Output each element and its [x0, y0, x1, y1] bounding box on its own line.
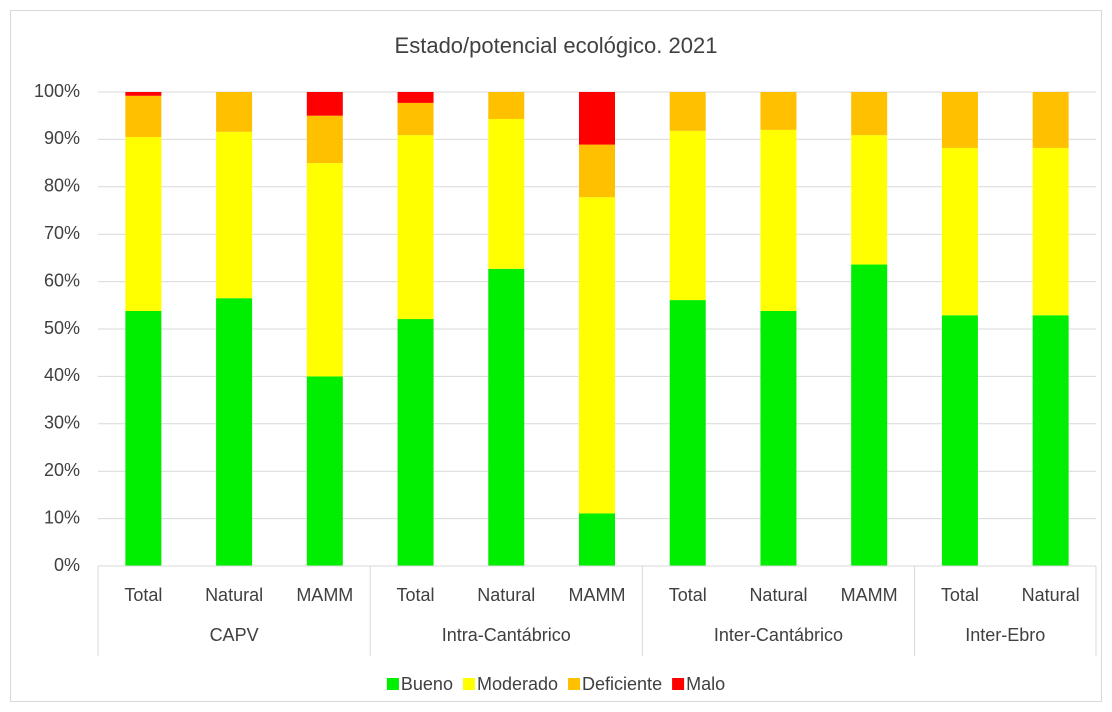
legend-label: Deficiente	[582, 674, 662, 694]
x-tick-label: Total	[669, 585, 707, 605]
legend-swatch	[462, 678, 475, 690]
x-tick-label: Total	[941, 585, 979, 605]
x-tick-label: MAMM	[296, 585, 353, 605]
bar-segment	[397, 319, 434, 566]
chart-border	[10, 10, 1102, 702]
x-tick-label: Natural	[749, 585, 807, 605]
y-tick-label: 50%	[44, 318, 80, 338]
y-tick-label: 100%	[34, 81, 80, 101]
bar-segment	[488, 92, 525, 120]
bar-segment	[306, 92, 343, 116]
group-label: CAPV	[210, 625, 259, 645]
bar-segment	[216, 92, 253, 132]
y-tick-label: 90%	[44, 128, 80, 148]
y-tick-label: 40%	[44, 365, 80, 385]
bar-segment	[851, 92, 888, 136]
y-tick-label: 20%	[44, 460, 80, 480]
x-tick-label: Natural	[205, 585, 263, 605]
x-tick-label: Total	[397, 585, 435, 605]
bar-segment	[306, 115, 343, 164]
bar-segment	[125, 310, 162, 566]
bar-segment	[941, 92, 978, 148]
y-tick-label: 0%	[54, 555, 80, 575]
bar-segment	[579, 144, 615, 198]
bar-segment	[941, 315, 978, 566]
bar-segment	[397, 102, 434, 136]
bar-segment	[579, 197, 615, 514]
bar-segment	[760, 92, 797, 130]
bar-segment	[851, 135, 888, 265]
bar-segment	[216, 298, 253, 566]
bar-segment	[851, 264, 888, 566]
bar-segment	[216, 131, 253, 299]
y-tick-label: 70%	[44, 223, 80, 243]
bar-segment	[669, 300, 706, 566]
chart-title: Estado/potencial ecológico. 2021	[395, 33, 718, 58]
bar-segment	[579, 513, 615, 566]
legend-swatch	[672, 678, 685, 690]
bar-segment	[397, 92, 434, 103]
legend-swatch	[568, 678, 581, 690]
x-tick-label: Natural	[477, 585, 535, 605]
y-tick-label: 10%	[44, 507, 80, 527]
bar-segment	[488, 119, 525, 269]
bar-segment	[760, 129, 797, 311]
bar-segment	[669, 130, 706, 301]
bar-segment	[760, 310, 797, 566]
x-tick-label: Total	[124, 585, 162, 605]
bar-segment	[397, 135, 434, 320]
bar-segment	[1032, 92, 1069, 148]
group-label: Intra-Cantábrico	[442, 625, 571, 645]
bar-segment	[579, 92, 615, 145]
bar-segment	[488, 268, 525, 566]
group-label: Inter-Cantábrico	[714, 625, 843, 645]
bar-segment	[669, 92, 706, 131]
group-label: Inter-Ebro	[965, 625, 1045, 645]
bar-segment	[125, 137, 162, 311]
y-tick-label: 60%	[44, 270, 80, 290]
legend-swatch	[386, 678, 399, 690]
x-tick-label: MAMM	[569, 585, 626, 605]
bar-segment	[125, 95, 162, 138]
legend-label: Bueno	[401, 674, 453, 694]
bar-segment	[941, 147, 978, 316]
y-tick-label: 30%	[44, 413, 80, 433]
y-tick-label: 80%	[44, 176, 80, 196]
legend-label: Moderado	[477, 674, 558, 694]
legend-label: Malo	[686, 674, 725, 694]
x-tick-label: Natural	[1022, 585, 1080, 605]
bar-segment	[306, 376, 343, 566]
bar-segment	[306, 163, 343, 377]
x-tick-label: MAMM	[841, 585, 898, 605]
bar-segment	[1032, 315, 1069, 566]
bar-segment	[1032, 147, 1069, 316]
bar-segment	[125, 92, 162, 96]
